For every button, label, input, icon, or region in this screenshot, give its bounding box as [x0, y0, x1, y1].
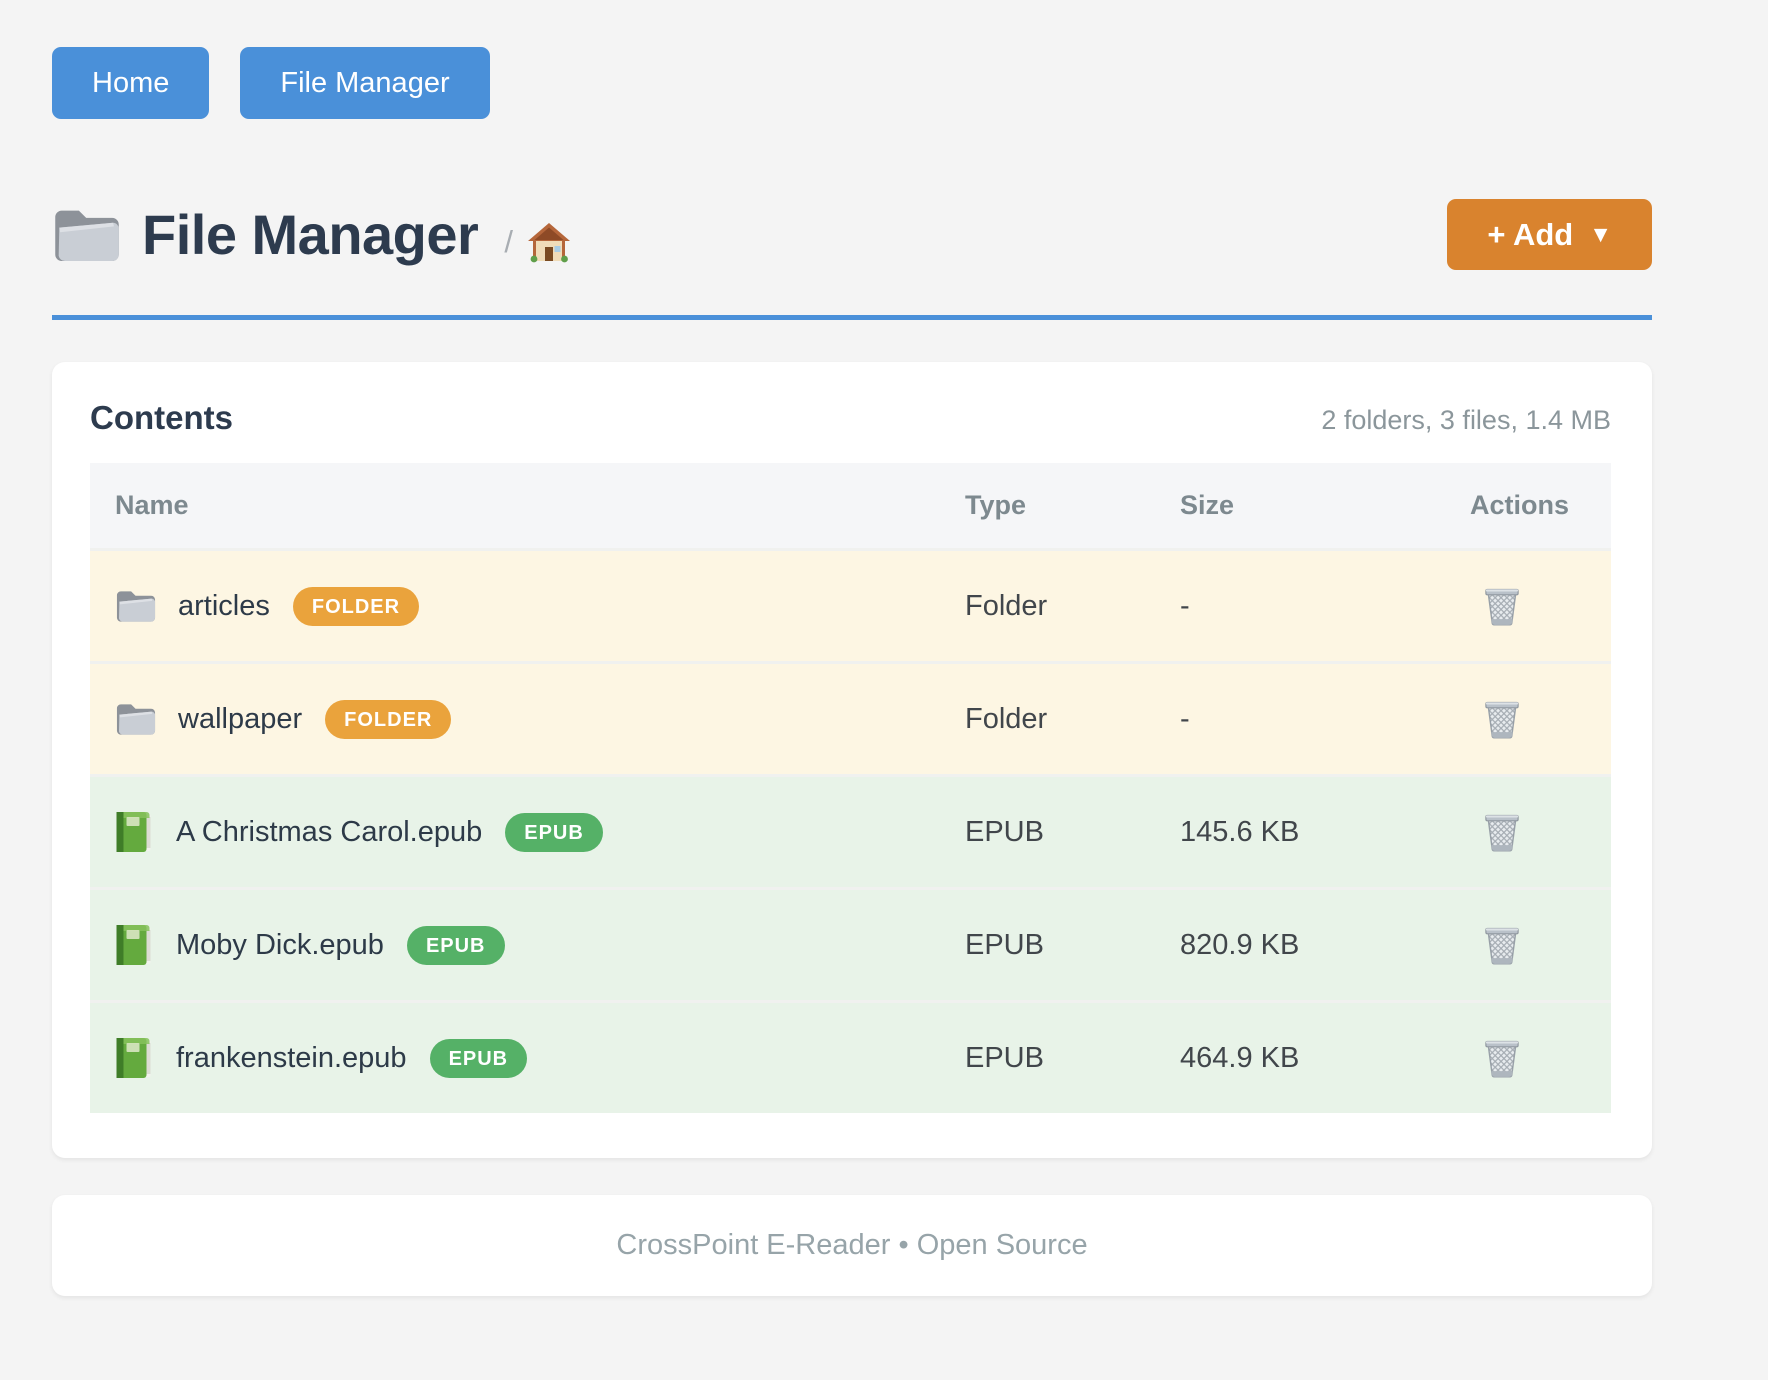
name-cell: wallpaper FOLDER	[90, 699, 965, 739]
trash-icon[interactable]	[1483, 699, 1521, 739]
trash-icon[interactable]	[1483, 586, 1521, 626]
type-badge: EPUB	[406, 925, 505, 965]
actions-cell	[1470, 925, 1611, 965]
contents-summary: 2 folders, 3 files, 1.4 MB	[1321, 405, 1611, 435]
book-icon	[116, 812, 151, 852]
trash-icon[interactable]	[1483, 812, 1521, 852]
file-name-link[interactable]: frankenstein.epub	[176, 1041, 407, 1074]
column-header-size: Size	[1180, 490, 1235, 520]
actions-cell	[1470, 586, 1611, 626]
name-cell: A Christmas Carol.epub EPUB	[90, 811, 965, 853]
type-cell: Folder	[965, 589, 1048, 622]
add-button[interactable]: + Add ▼	[1447, 199, 1652, 270]
type-badge: FOLDER	[292, 586, 420, 626]
type-cell: EPUB	[965, 1041, 1044, 1074]
size-cell: 145.6 KB	[1180, 815, 1300, 848]
title-group: File Manager /	[52, 202, 571, 267]
home-button[interactable]: Home	[52, 47, 210, 119]
book-icon	[116, 1038, 151, 1078]
table-row: frankenstein.epub EPUB EPUB 464.9 KB	[90, 1000, 1611, 1113]
chevron-down-icon: ▼	[1589, 221, 1612, 247]
folder-icon	[116, 591, 156, 622]
file-table: Name Type Size Actions articles FOLDER F…	[90, 463, 1611, 1113]
contents-card-header: Contents 2 folders, 3 files, 1.4 MB	[90, 399, 1611, 437]
home-icon[interactable]	[527, 221, 571, 263]
footer-card: CrossPoint E-Reader • Open Source	[52, 1195, 1652, 1296]
type-cell: Folder	[965, 702, 1048, 735]
file-name-link[interactable]: A Christmas Carol.epub	[176, 815, 483, 848]
column-header-name: Name	[115, 490, 189, 520]
breadcrumb-separator: /	[504, 223, 513, 259]
size-cell: -	[1180, 589, 1190, 622]
type-cell: EPUB	[965, 815, 1044, 848]
type-cell: EPUB	[965, 928, 1044, 961]
file-name-link[interactable]: articles	[178, 589, 270, 622]
name-cell: Moby Dick.epub EPUB	[90, 924, 965, 966]
contents-title: Contents	[90, 399, 233, 436]
trash-icon[interactable]	[1483, 925, 1521, 965]
top-nav: Home File Manager	[52, 47, 1652, 119]
page-container: Home File Manager File Manager / + Add ▼…	[52, 0, 1652, 1296]
file-manager-button[interactable]: File Manager	[240, 47, 490, 119]
type-badge: FOLDER	[325, 699, 452, 739]
name-cell: articles FOLDER	[90, 586, 965, 626]
name-cell: frankenstein.epub EPUB	[90, 1037, 965, 1079]
add-button-label: + Add	[1487, 216, 1574, 252]
actions-cell	[1470, 812, 1611, 852]
header-divider	[52, 315, 1652, 320]
actions-cell	[1470, 699, 1611, 739]
table-body: articles FOLDER Folder - wallpaper FOLDE…	[90, 548, 1611, 1113]
size-cell: 820.9 KB	[1180, 928, 1300, 961]
folder-icon	[55, 210, 119, 261]
footer-text: CrossPoint E-Reader • Open Source	[616, 1229, 1088, 1261]
folder-icon	[116, 704, 156, 735]
table-row: articles FOLDER Folder -	[90, 548, 1611, 661]
column-header-type: Type	[965, 490, 1027, 520]
page-header: File Manager / + Add ▼	[52, 199, 1652, 270]
trash-icon[interactable]	[1483, 1038, 1521, 1078]
type-badge: EPUB	[505, 812, 603, 852]
actions-cell	[1470, 1038, 1611, 1078]
size-cell: 464.9 KB	[1180, 1041, 1300, 1074]
file-name-link[interactable]: wallpaper	[178, 702, 303, 735]
table-row: Moby Dick.epub EPUB EPUB 820.9 KB	[90, 887, 1611, 1000]
file-name-link[interactable]: Moby Dick.epub	[176, 928, 384, 961]
table-header-row: Name Type Size Actions	[90, 463, 1611, 548]
table-row: A Christmas Carol.epub EPUB EPUB 145.6 K…	[90, 774, 1611, 887]
table-row: wallpaper FOLDER Folder -	[90, 661, 1611, 774]
contents-card: Contents 2 folders, 3 files, 1.4 MB Name…	[52, 362, 1652, 1158]
book-icon	[116, 925, 151, 965]
type-badge: EPUB	[429, 1038, 528, 1078]
column-header-actions: Actions	[1470, 490, 1570, 520]
page-title: File Manager	[142, 203, 479, 266]
size-cell: -	[1180, 702, 1190, 735]
